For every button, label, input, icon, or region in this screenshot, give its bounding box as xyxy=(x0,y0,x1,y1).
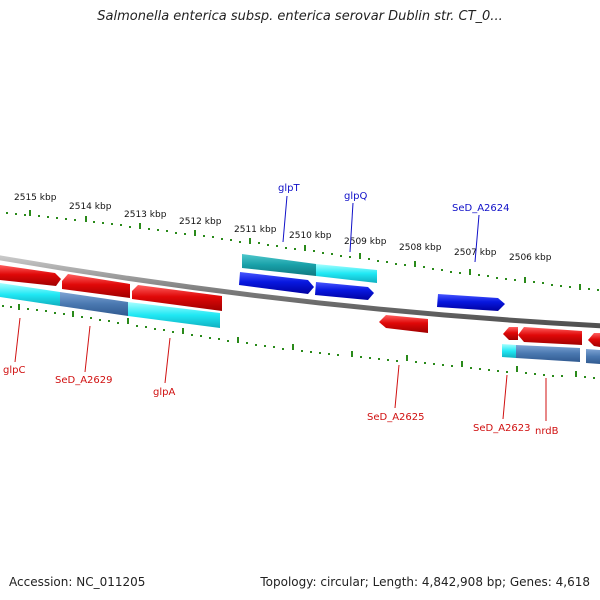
tick-label: 2506 kbp xyxy=(509,253,552,263)
gene-label[interactable]: glpA xyxy=(153,387,175,398)
gene-label[interactable]: SeD_A2625 xyxy=(367,412,425,423)
gene-glpC-arrow[interactable] xyxy=(0,265,61,286)
gene-glpT-arrow[interactable] xyxy=(239,272,314,294)
gene-label[interactable]: glpT xyxy=(278,183,300,194)
leader-SeD_A2629 xyxy=(84,325,91,373)
tick-label: 2508 kbp xyxy=(399,243,442,253)
gene-glpA-arrow[interactable] xyxy=(132,285,222,311)
cds-edge-band xyxy=(586,349,600,364)
cds-SeD_A2623-band xyxy=(502,344,516,358)
topology-text: Topology: circular; Length: 4,842,908 bp… xyxy=(260,575,590,589)
leader-SeD_A2624 xyxy=(474,214,480,263)
gene-label[interactable]: SeD_A2624 xyxy=(452,203,510,214)
cds-glpC-band xyxy=(0,283,60,306)
leader-SeD_A2625 xyxy=(394,364,400,409)
gene-label[interactable]: nrdB xyxy=(535,426,559,437)
tick-label: 2513 kbp xyxy=(124,210,167,220)
leader-glpT xyxy=(282,195,288,243)
tick-label: 2512 kbp xyxy=(179,217,222,227)
lower-tick-track xyxy=(2,304,595,379)
cds-glpA-band xyxy=(128,302,220,328)
tick-label: 2515 kbp xyxy=(14,193,57,203)
tick-label: 2509 kbp xyxy=(344,237,387,247)
gene-SeD_A2623-arrow[interactable] xyxy=(503,327,518,340)
gene-SeD_A2624-arrow[interactable] xyxy=(437,294,505,311)
gene-label[interactable]: SeD_A2623 xyxy=(473,423,531,434)
tick-label: 2514 kbp xyxy=(69,202,112,212)
cds-glpQ-band xyxy=(316,264,377,283)
tick-label: 2511 kbp xyxy=(234,225,277,235)
cds-glpT-band xyxy=(242,254,316,276)
leader-SeD_A2623 xyxy=(502,374,508,420)
tick-label: 2510 kbp xyxy=(289,231,332,241)
leader-glpC xyxy=(14,317,21,363)
genome-backbone xyxy=(0,255,600,329)
accession-text: Accession: NC_011205 xyxy=(9,575,146,589)
gene-label[interactable]: SeD_A2629 xyxy=(55,375,113,386)
gene-SeD_A2629-arrow[interactable] xyxy=(62,274,130,298)
upper-tick-track xyxy=(6,210,599,291)
gene-SeD_A2625-arrow[interactable] xyxy=(379,315,428,333)
gene-edge-arrow[interactable] xyxy=(588,333,600,347)
cds-SeD_A2629-band xyxy=(60,292,128,316)
leader-glpA xyxy=(164,337,171,384)
gene-label[interactable]: glpQ xyxy=(344,191,367,202)
leader-glpQ xyxy=(349,202,354,253)
map-title: Salmonella enterica subsp. enterica sero… xyxy=(97,9,503,24)
gene-nrdB-arrow[interactable] xyxy=(518,327,582,345)
gene-glpQ-arrow[interactable] xyxy=(315,282,374,300)
gene-label[interactable]: glpC xyxy=(3,365,25,376)
cds-nrdB-band xyxy=(516,345,580,362)
